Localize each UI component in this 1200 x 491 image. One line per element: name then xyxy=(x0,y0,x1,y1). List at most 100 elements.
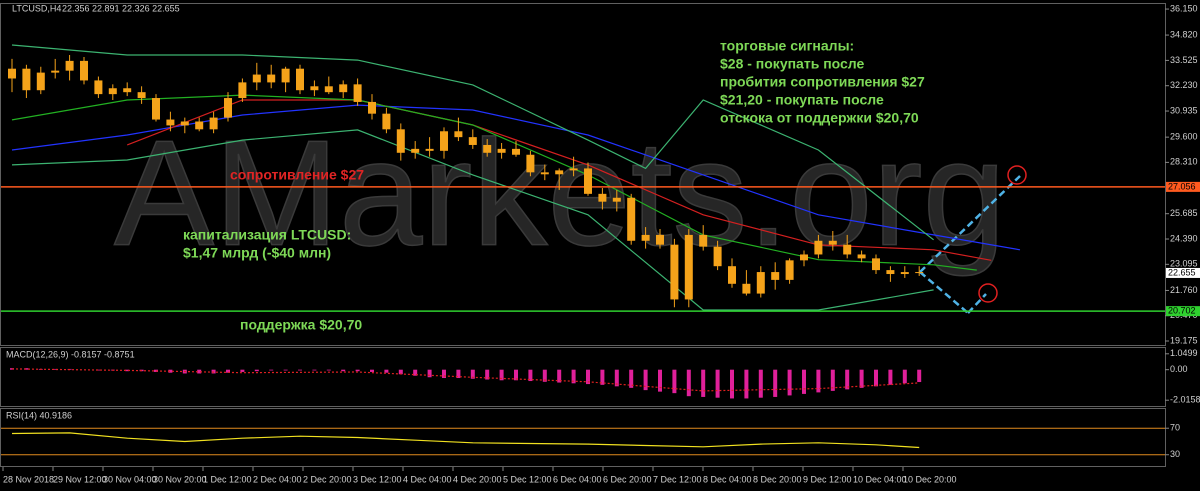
macd-bar xyxy=(384,369,389,373)
macd-bar xyxy=(240,369,245,372)
candle-body xyxy=(152,98,160,120)
macd-bar xyxy=(643,369,648,391)
candle-body xyxy=(828,240,837,245)
annotation: поддержка $20,70 xyxy=(240,317,362,333)
main-pane xyxy=(0,3,1166,346)
y-tick-label: 24.390 xyxy=(1170,233,1198,243)
annotation: пробития сопротивления $27 xyxy=(720,74,925,90)
candle-body xyxy=(252,74,261,83)
candle-body xyxy=(497,148,506,153)
macd-bar xyxy=(586,369,590,385)
candle-body xyxy=(166,119,175,126)
macd-bar xyxy=(125,369,130,372)
x-tick-label: 5 Dec 12:00 xyxy=(503,474,552,484)
x-tick-label: 6 Dec 04:00 xyxy=(553,474,602,484)
candle-body xyxy=(569,168,578,171)
annotation: капитализация LTCUSD: xyxy=(183,227,351,243)
x-tick-label: 29 Nov 12:00 xyxy=(53,474,107,484)
x-tick-label: 7 Dec 12:00 xyxy=(653,474,702,484)
indicator-line xyxy=(11,129,934,311)
y-tick-label: 21.760 xyxy=(1170,285,1198,295)
macd-bar xyxy=(542,369,547,382)
x-tick-label: 3 Dec 12:00 xyxy=(353,474,402,484)
annotation: $28 - покупать после xyxy=(720,56,865,72)
level-label-box xyxy=(1166,306,1200,317)
macd-bar xyxy=(298,369,302,371)
candle-body xyxy=(915,272,924,274)
macd-bar xyxy=(874,369,878,387)
candle-body xyxy=(108,88,117,95)
macd-bar xyxy=(830,369,835,391)
indicator-line xyxy=(11,368,920,392)
y-tick-label: 30 xyxy=(1170,449,1180,459)
forecast-up xyxy=(919,175,1021,273)
candle-body xyxy=(656,234,664,245)
candle-body xyxy=(872,258,880,271)
macd-bar xyxy=(672,369,677,394)
candle-body xyxy=(8,68,16,79)
y-tick-label: 29.600 xyxy=(1170,132,1198,142)
y-tick-label: 30.935 xyxy=(1170,105,1198,115)
macd-bar xyxy=(283,369,288,371)
annotation: торговые сигналы: xyxy=(720,38,854,54)
y-tick-label: 33.525 xyxy=(1170,55,1198,65)
candle-body xyxy=(641,234,650,241)
candle-body xyxy=(310,86,319,91)
x-tick-label: 10 Dec 04:00 xyxy=(853,474,907,484)
candle-body xyxy=(483,144,492,153)
forecast-drawing xyxy=(919,165,1027,314)
last-price-label: 22.655 xyxy=(1168,267,1196,277)
macd-bar xyxy=(326,369,331,371)
forecast-bounce xyxy=(967,293,987,314)
candle-body xyxy=(65,60,74,71)
candle-body xyxy=(51,70,60,73)
candle-body xyxy=(94,80,103,95)
macd-bar xyxy=(24,368,29,370)
candle-body xyxy=(598,193,607,202)
candle-body xyxy=(627,197,636,241)
x-tick-label: 30 Nov 04:00 xyxy=(103,474,157,484)
y-tick-label: 0.00 xyxy=(1170,364,1188,374)
candle-body xyxy=(728,266,736,284)
candle-body xyxy=(353,84,362,102)
candle-body xyxy=(22,68,31,91)
macd-bar xyxy=(442,369,446,379)
target-circle xyxy=(978,283,998,303)
y-tick-label: 70 xyxy=(1170,423,1180,433)
candle-body xyxy=(584,168,592,194)
macd-bar xyxy=(168,369,173,373)
candle-body xyxy=(900,272,909,275)
candle-body xyxy=(886,270,895,275)
macd-bar xyxy=(514,369,518,381)
macd-bar xyxy=(456,369,461,379)
indicator-title: RSI(14) 40.9186 xyxy=(6,410,72,420)
macd-bar xyxy=(413,369,418,376)
candle-body xyxy=(209,117,218,130)
candle-body xyxy=(540,172,549,175)
candle-body xyxy=(699,234,708,247)
x-tick-label: 9 Dec 12:00 xyxy=(803,474,852,484)
watermark: AMarkets.org xyxy=(114,109,1006,277)
x-tick-label: 2 Dec 20:00 xyxy=(303,474,352,484)
candle-body xyxy=(771,272,780,280)
y-tick-label: 25.685 xyxy=(1170,208,1198,218)
macd-bar xyxy=(499,369,504,381)
candle-body xyxy=(296,68,304,91)
y-tick-label: 34.820 xyxy=(1170,29,1198,39)
macd-bar xyxy=(715,369,720,398)
macd-bar xyxy=(773,369,778,397)
macd-pane xyxy=(0,347,1166,407)
candle-body xyxy=(137,92,146,99)
indicator-line xyxy=(11,432,920,449)
candle-body xyxy=(440,131,448,151)
level-label: 20.702 xyxy=(1168,306,1196,316)
macd-bar xyxy=(254,369,259,372)
annotation: $21,20 - покупать после xyxy=(720,92,884,108)
macd-bar xyxy=(701,369,706,397)
pane-frames xyxy=(0,3,1166,467)
candle-body xyxy=(195,121,204,130)
candle-body xyxy=(800,254,808,261)
macd-bar xyxy=(758,369,763,398)
